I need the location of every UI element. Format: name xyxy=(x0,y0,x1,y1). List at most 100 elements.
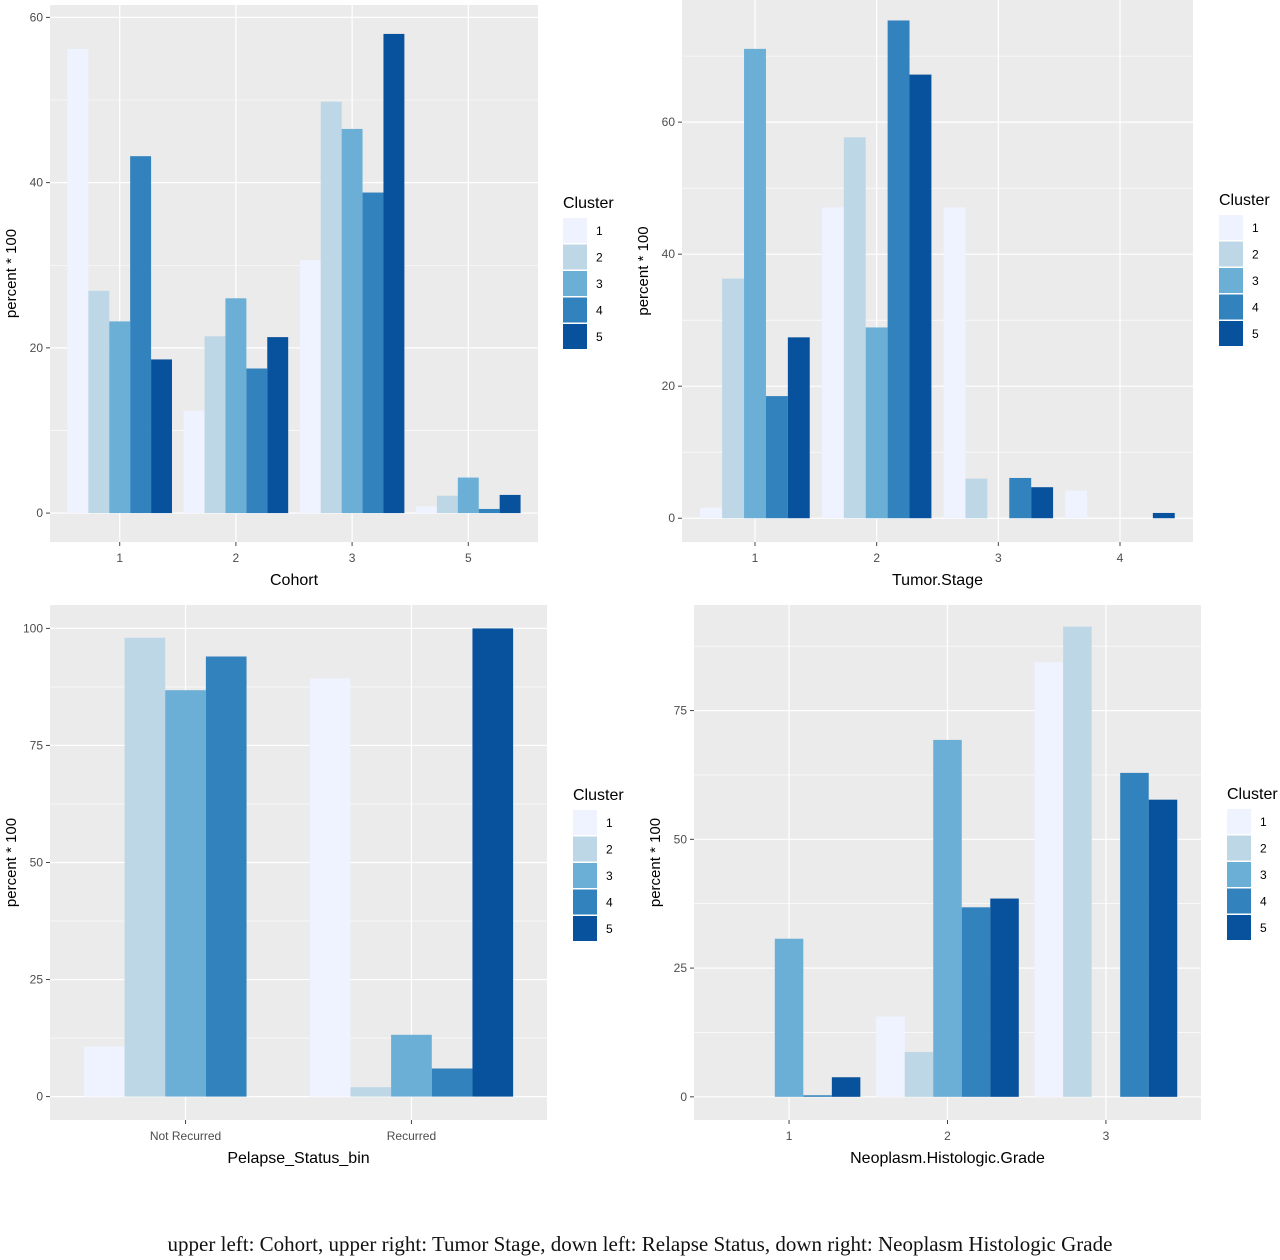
x-tick-label: 2 xyxy=(233,551,240,565)
legend-title: Cluster xyxy=(1227,786,1278,803)
bar-cluster-2 xyxy=(1063,626,1092,1097)
bar-cluster-4 xyxy=(246,368,268,514)
y-tick-label: 60 xyxy=(30,10,44,24)
bar-cluster-3 xyxy=(341,128,363,514)
x-tick-label: Recurred xyxy=(387,1129,436,1143)
bar-cluster-3 xyxy=(109,321,131,514)
bar-cluster-5 xyxy=(472,628,514,1097)
x-tick-label: 4 xyxy=(1117,551,1124,565)
bar-cluster-4 xyxy=(765,396,788,519)
legend-label-3: 3 xyxy=(1252,274,1259,288)
legend-key-2 xyxy=(1227,835,1251,861)
legend: Cluster 1 2 3 4 5 xyxy=(1227,786,1278,940)
x-axis-title: Pelapse_Status_bin xyxy=(227,1150,369,1167)
legend-label-1: 1 xyxy=(606,816,613,830)
legend-label-1: 1 xyxy=(596,224,603,238)
legend-key-3 xyxy=(573,863,597,888)
legend-label-4: 4 xyxy=(1260,895,1267,909)
legend-title: Cluster xyxy=(563,195,614,212)
bar-cluster-1 xyxy=(183,410,205,514)
bar-cluster-5 xyxy=(499,494,521,514)
legend-label-4: 4 xyxy=(606,896,613,910)
legend-title: Cluster xyxy=(573,787,624,804)
x-tick-label: 2 xyxy=(944,1129,951,1143)
legend-label-5: 5 xyxy=(596,330,603,344)
y-tick-label: 100 xyxy=(23,621,43,635)
x-tick-label: 3 xyxy=(995,551,1002,565)
y-tick-label: 20 xyxy=(662,379,676,393)
x-axis-title: Neoplasm.Histologic.Grade xyxy=(850,1150,1045,1167)
bar-cluster-2 xyxy=(320,101,342,514)
bar-cluster-1 xyxy=(299,260,321,514)
legend-key-5 xyxy=(1219,321,1243,346)
legend-key-3 xyxy=(563,271,587,296)
legend-label-4: 4 xyxy=(1252,301,1259,315)
bar-cluster-3 xyxy=(457,477,479,514)
chart-panel-3: 0 25 50 75 100 Not Recurred Recurred Pelapse_St… xyxy=(3,605,624,1167)
bar-cluster-5 xyxy=(151,359,172,514)
bar-cluster-2 xyxy=(88,290,110,514)
legend-key-2 xyxy=(573,836,597,862)
y-tick-label: 40 xyxy=(662,247,676,261)
bar-cluster-5 xyxy=(383,33,405,514)
legend-label-2: 2 xyxy=(596,251,603,265)
legend-label-3: 3 xyxy=(606,869,613,883)
legend-label-4: 4 xyxy=(596,304,603,318)
bar-cluster-1 xyxy=(67,48,89,514)
bar-cluster-4 xyxy=(130,156,152,514)
legend-key-4 xyxy=(573,889,597,915)
legend-key-2 xyxy=(563,244,587,270)
legend-label-5: 5 xyxy=(1260,921,1267,935)
y-tick-label: 25 xyxy=(30,973,44,987)
bar-cluster-5 xyxy=(787,337,810,519)
bar-cluster-1 xyxy=(83,1046,125,1097)
legend-key-1 xyxy=(573,810,597,835)
y-tick-label: 0 xyxy=(36,506,43,520)
bar-cluster-4 xyxy=(887,20,910,519)
bar-cluster-5 xyxy=(909,74,932,519)
bar-cluster-4 xyxy=(431,1068,473,1097)
bar-cluster-1 xyxy=(1065,490,1088,519)
legend-key-5 xyxy=(1227,915,1251,940)
legend: Cluster 1 2 3 4 5 xyxy=(1219,192,1270,346)
y-axis-title: percent * 100 xyxy=(647,818,664,907)
y-tick-label: 50 xyxy=(674,832,688,846)
y-tick-label: 50 xyxy=(30,856,44,870)
bar-cluster-1 xyxy=(821,207,844,519)
x-tick-label: Not Recurred xyxy=(150,1129,221,1143)
legend-key-1 xyxy=(1219,215,1243,240)
y-tick-label: 75 xyxy=(674,704,688,718)
bar-cluster-3 xyxy=(865,327,888,519)
y-axis-title: percent * 100 xyxy=(3,818,20,907)
bar-cluster-5 xyxy=(1152,512,1175,519)
bar-cluster-1 xyxy=(416,506,437,514)
bar-cluster-5 xyxy=(990,898,1019,1097)
legend: Cluster 1 2 3 4 5 xyxy=(563,195,614,349)
legend-label-1: 1 xyxy=(1252,221,1259,235)
y-tick-label: 75 xyxy=(30,738,44,752)
legend-key-5 xyxy=(573,916,597,941)
bar-cluster-3 xyxy=(744,48,766,519)
legend-label-5: 5 xyxy=(606,922,613,936)
x-tick-label: 3 xyxy=(349,551,356,565)
chart-panel-2: 0 20 40 60 1 2 3 4 Tumor.Stage percent * 100 Clust… xyxy=(635,0,1270,589)
bar-cluster-1 xyxy=(943,207,966,519)
legend-label-3: 3 xyxy=(596,277,603,291)
y-tick-label: 0 xyxy=(36,1090,43,1104)
bar-cluster-2 xyxy=(843,137,866,519)
bar-cluster-2 xyxy=(350,1087,392,1097)
bar-cluster-5 xyxy=(267,337,289,514)
bar-cluster-2 xyxy=(204,336,226,514)
bar-cluster-4 xyxy=(362,192,384,514)
bar-cluster-5 xyxy=(831,1077,861,1097)
legend-key-1 xyxy=(563,218,587,243)
x-axis-title: Cohort xyxy=(270,572,319,589)
bar-cluster-4 xyxy=(205,656,247,1097)
y-tick-label: 25 xyxy=(674,961,688,975)
legend-label-2: 2 xyxy=(1260,842,1267,856)
bar-cluster-1 xyxy=(876,1016,905,1097)
legend-key-5 xyxy=(563,324,587,349)
bar-cluster-2 xyxy=(965,478,988,519)
bar-cluster-1 xyxy=(700,507,723,519)
